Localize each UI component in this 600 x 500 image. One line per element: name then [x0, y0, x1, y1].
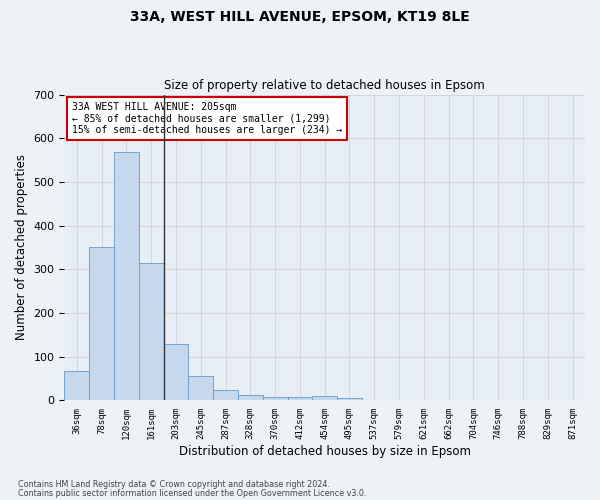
Bar — [238, 395, 263, 400]
Bar — [313, 396, 337, 400]
Bar — [213, 390, 238, 400]
Y-axis label: Number of detached properties: Number of detached properties — [15, 154, 28, 340]
X-axis label: Distribution of detached houses by size in Epsom: Distribution of detached houses by size … — [179, 444, 471, 458]
Bar — [139, 263, 164, 400]
Text: Contains HM Land Registry data © Crown copyright and database right 2024.: Contains HM Land Registry data © Crown c… — [18, 480, 330, 489]
Text: 33A WEST HILL AVENUE: 205sqm
← 85% of detached houses are smaller (1,299)
15% of: 33A WEST HILL AVENUE: 205sqm ← 85% of de… — [72, 102, 343, 136]
Text: Contains public sector information licensed under the Open Government Licence v3: Contains public sector information licen… — [18, 489, 367, 498]
Bar — [64, 370, 89, 400]
Text: 33A, WEST HILL AVENUE, EPSOM, KT19 8LE: 33A, WEST HILL AVENUE, EPSOM, KT19 8LE — [130, 10, 470, 24]
Bar — [263, 398, 287, 400]
Title: Size of property relative to detached houses in Epsom: Size of property relative to detached ho… — [164, 79, 485, 92]
Bar — [164, 344, 188, 400]
Bar — [188, 376, 213, 400]
Bar — [89, 248, 114, 400]
Bar — [114, 152, 139, 400]
Bar — [287, 398, 313, 400]
Bar — [337, 398, 362, 400]
